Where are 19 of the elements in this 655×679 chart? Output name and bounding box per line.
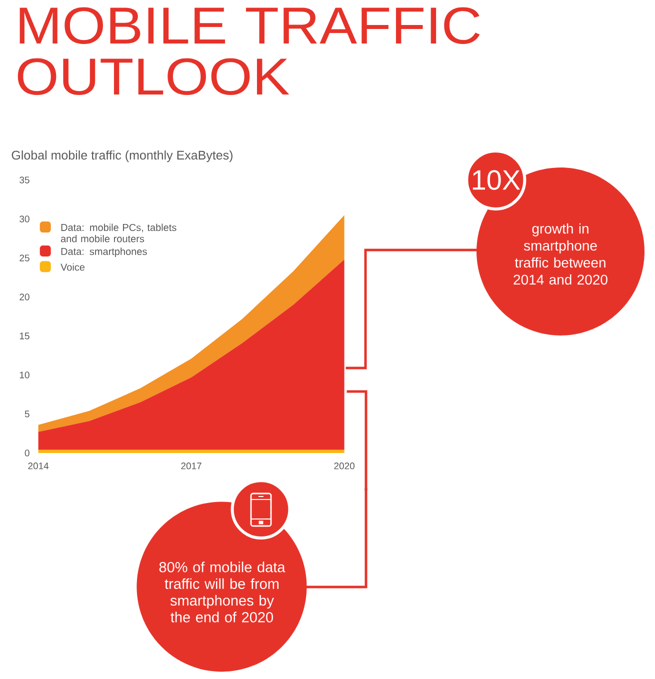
y-tick-label: 10	[20, 372, 30, 378]
legend-label: Data: smartphones	[61, 248, 147, 257]
x-tick-label: 2020	[334, 462, 354, 470]
text: 10X	[472, 170, 520, 190]
y-tick-label: 25	[20, 254, 30, 262]
chart-subtitle: Global mobile traffic (monthly ExaBytes)	[12, 150, 232, 162]
y-tick-label: 0	[24, 450, 30, 456]
text: growth in smartphone traffic between 2014 and 2020	[514, 223, 608, 285]
legend-label: Data: mobile PCs, tablets and mobile routers	[60, 224, 176, 242]
chart-title: MOBILE TRAFFIC OUTLOOK	[18, 7, 480, 95]
y-tick-label: 5	[24, 410, 30, 418]
y-tick-label: 20	[20, 294, 30, 300]
legend-label: Voice	[60, 263, 85, 271]
y-tick-label: 35	[20, 176, 30, 184]
y-tick-label: 30	[20, 216, 30, 222]
text: 80% of mobile data traffic will be from smartphones by the end of 2020	[159, 562, 286, 622]
x-tick-label: 2014	[28, 462, 49, 470]
x-tick-label: 2017	[181, 462, 202, 470]
y-tick-label: 15	[20, 332, 30, 340]
